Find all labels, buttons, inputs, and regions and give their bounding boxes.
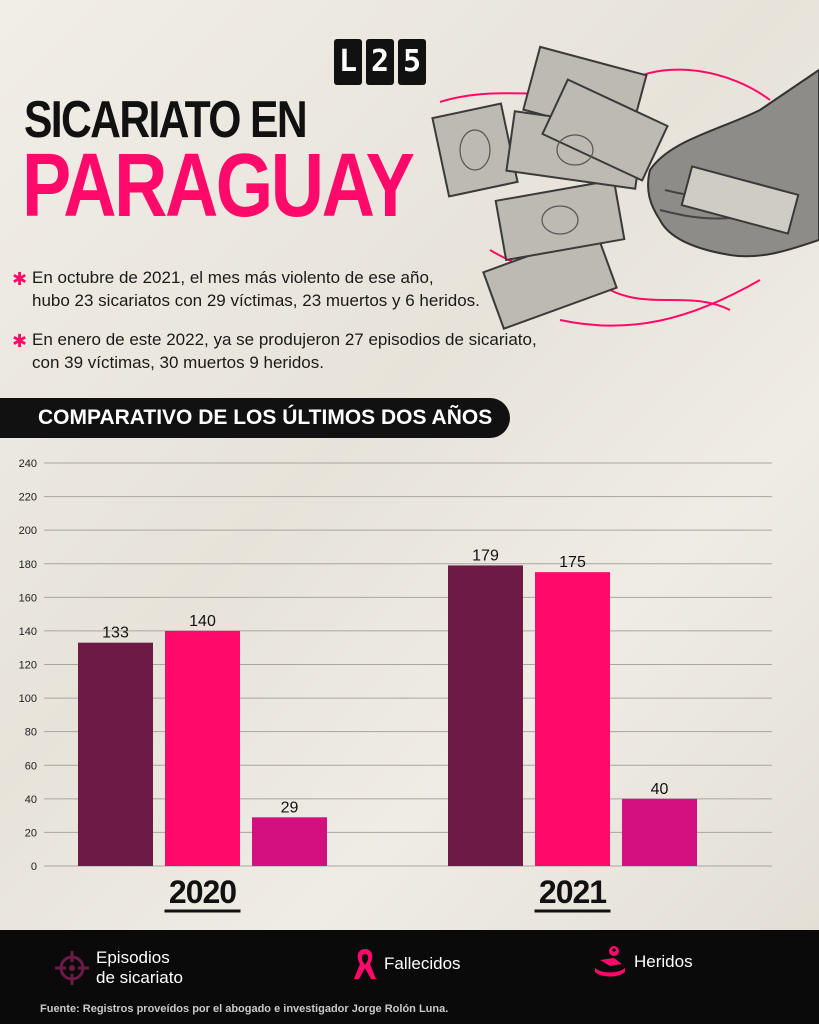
legend-item-fallecidos: Fallecidos — [352, 946, 461, 982]
y-tick-label: 220 — [19, 492, 37, 504]
data-label: 40 — [651, 781, 669, 798]
bar — [252, 817, 327, 866]
y-tick-label: 100 — [19, 693, 37, 705]
data-label: 179 — [472, 547, 499, 564]
y-tick-label: 200 — [19, 525, 37, 537]
bullet-line: hubo 23 sicariatos con 29 víctimas, 23 m… — [32, 291, 480, 310]
legend-label: Fallecidos — [384, 954, 461, 973]
bar — [622, 798, 697, 866]
logo-letter: 2 — [366, 39, 394, 85]
y-tick-label: 20 — [25, 827, 37, 839]
data-label: 133 — [102, 625, 129, 642]
ribbon-icon — [354, 949, 376, 979]
source-note: Fuente: Registros proveídos por el aboga… — [40, 1003, 449, 1015]
legend-label: Heridos — [634, 952, 693, 971]
bar — [165, 630, 240, 866]
y-tick-label: 60 — [25, 760, 37, 772]
crosshair-icon — [55, 951, 89, 985]
y-tick-label: 120 — [19, 660, 37, 672]
legend-label: Episodios — [96, 948, 170, 967]
hand-with-money-illustration — [431, 45, 819, 330]
bullet-line: En octubre de 2021, el mes más violento … — [32, 268, 434, 287]
injured-person-icon — [595, 946, 625, 977]
y-tick-label: 240 — [19, 458, 37, 470]
bar-chart: 0 20 40 60 80 100 120 140 160 180 200 220 240 133 140 2… — [19, 458, 772, 913]
y-tick-label: 0 — [31, 861, 37, 873]
chart-banner: COMPARATIVO DE LOS ÚLTIMOS DOS AÑOS — [0, 398, 510, 438]
y-tick-label: 180 — [19, 559, 37, 571]
legend-item-heridos: Heridos — [592, 944, 693, 980]
asterisk-icon: ✱ — [12, 331, 28, 351]
bar — [448, 565, 523, 866]
data-label: 175 — [559, 554, 586, 571]
data-label: 29 — [281, 799, 299, 816]
bar — [535, 572, 610, 866]
title-line-1: SICARIATO EN — [24, 91, 308, 149]
logo-letter: L — [334, 39, 362, 85]
l25-logo: L 2 5 — [334, 39, 426, 85]
bullet-item: ✱ En octubre de 2021, el mes más violent… — [12, 266, 552, 312]
y-tick-label: 160 — [19, 592, 37, 604]
legend-item-episodios: Episodios de sicariato — [54, 948, 183, 988]
title-line-2: PARAGUAY — [22, 136, 415, 236]
asterisk-icon: ✱ — [12, 269, 28, 289]
y-tick-label: 140 — [19, 626, 37, 638]
x-category-label: 2021 — [539, 874, 606, 910]
y-tick-label: 80 — [25, 727, 37, 739]
bar — [78, 642, 153, 866]
data-label: 140 — [189, 613, 216, 630]
legend-label: de sicariato — [96, 968, 183, 987]
x-category-label: 2020 — [169, 874, 236, 910]
legend-bar: Episodios de sicariato Fallecidos Herido… — [0, 930, 819, 1024]
bullet-item: ✱ En enero de este 2022, ya se produjero… — [12, 328, 552, 374]
y-tick-label: 40 — [25, 794, 37, 806]
bullet-line: con 39 víctimas, 30 muertos 9 heridos. — [32, 353, 324, 372]
bullet-line: En enero de este 2022, ya se produjeron … — [32, 330, 537, 349]
logo-letter: 5 — [398, 39, 426, 85]
